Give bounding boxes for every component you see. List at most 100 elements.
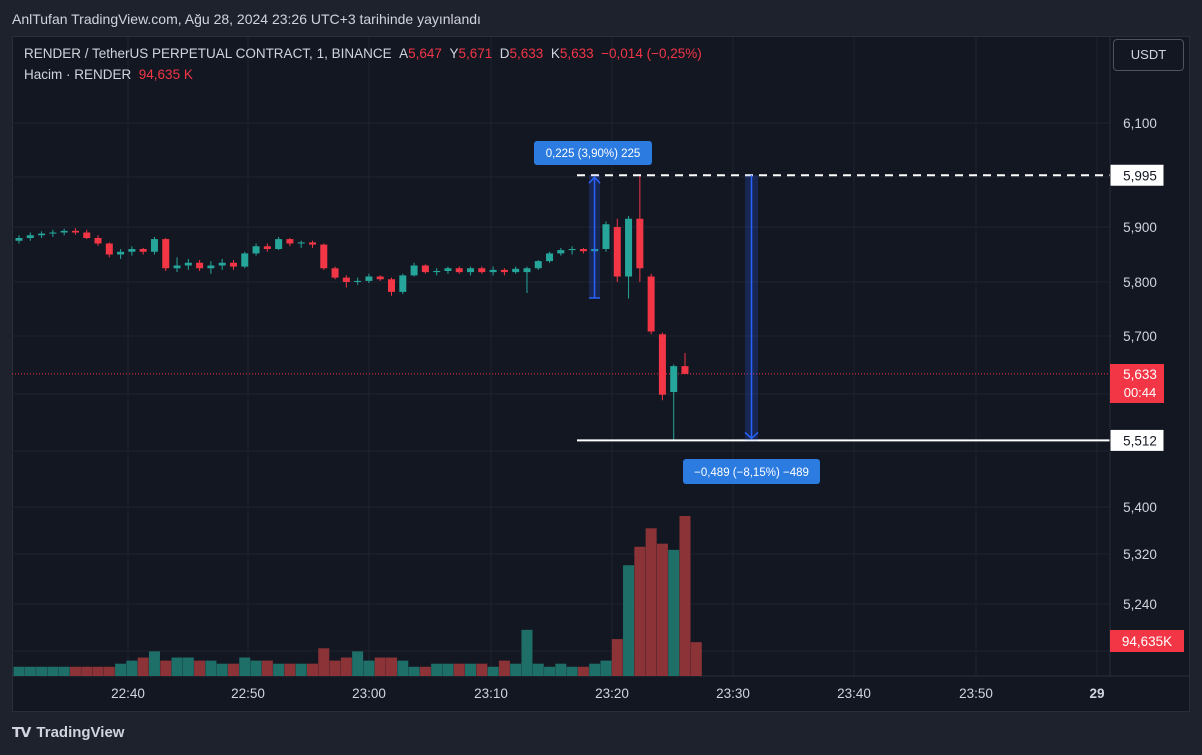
candle-body xyxy=(681,366,689,374)
price-tick-label: 5,400 xyxy=(1123,500,1157,515)
volume-badge xyxy=(1110,630,1184,652)
low-label: D xyxy=(499,46,510,61)
volume-bar xyxy=(623,565,635,676)
candle-body xyxy=(308,242,316,245)
candle-body xyxy=(613,227,621,277)
volume-bar xyxy=(36,666,48,676)
price-tick-label: 5,800 xyxy=(1123,275,1157,290)
change-value: −0,014 (−0,25%) xyxy=(601,46,702,61)
volume-bar xyxy=(352,651,364,676)
candle-body xyxy=(455,268,463,273)
countdown-label: 00:44 xyxy=(1124,385,1157,400)
volume-bar xyxy=(261,660,273,676)
candle-body xyxy=(128,249,136,252)
volume-bar xyxy=(589,663,601,676)
volume-bar xyxy=(611,639,623,676)
volume-bar xyxy=(476,663,488,676)
price-tick-label: 5,240 xyxy=(1123,597,1157,612)
candle-body xyxy=(196,262,204,269)
volume-bar xyxy=(510,663,522,676)
candle-body xyxy=(263,246,271,249)
volume-bar xyxy=(227,663,239,676)
volume-label: Hacim · RENDER xyxy=(24,67,132,82)
volume-bar xyxy=(273,663,285,676)
candle-body xyxy=(670,366,678,392)
time-tick-label: 23:20 xyxy=(595,686,629,701)
time-tick-label: 23:10 xyxy=(474,686,508,701)
volume-bar xyxy=(148,651,160,676)
open-value: 5,647 xyxy=(408,46,442,61)
candle-body xyxy=(150,239,158,252)
volume-bar xyxy=(544,666,556,676)
volume-bar xyxy=(250,660,262,676)
candle-body xyxy=(467,268,475,273)
candle-body xyxy=(218,262,226,266)
volume-bar xyxy=(340,657,352,676)
candle-body xyxy=(647,276,655,332)
volume-bar xyxy=(634,546,646,676)
candle-body xyxy=(229,262,237,267)
candle-body xyxy=(399,275,407,292)
candle-body xyxy=(568,249,576,251)
volume-bar xyxy=(171,657,183,676)
volume-bar xyxy=(363,660,375,676)
close-value: 5,633 xyxy=(559,46,594,61)
measure-up-label-bg xyxy=(534,141,652,165)
volume-bar xyxy=(13,666,25,676)
volume-bar xyxy=(465,663,477,676)
volume-bar xyxy=(216,663,228,676)
candle-body xyxy=(512,268,520,273)
low-value: 5,633 xyxy=(509,46,544,61)
open-label: A xyxy=(399,46,409,61)
candle-body xyxy=(557,250,565,254)
volume-bar xyxy=(284,663,296,676)
volume-legend[interactable]: Hacim · RENDER 94,635 K xyxy=(24,67,193,82)
time-tick-label: 23:40 xyxy=(837,686,871,701)
volume-bar xyxy=(532,663,544,676)
volume-bar xyxy=(115,663,127,676)
volume-bar xyxy=(690,642,702,676)
volume-bar xyxy=(555,663,567,676)
candle-body xyxy=(94,238,102,244)
time-tick-label: 23:00 xyxy=(352,686,386,701)
candle-body xyxy=(331,268,339,278)
candle-body xyxy=(297,242,305,244)
candle-body xyxy=(478,268,486,273)
candle-body xyxy=(625,218,633,277)
measure-down-label: −0,489 (−8,15%) −489 xyxy=(694,467,809,479)
candle-body xyxy=(636,218,644,269)
candle-body xyxy=(365,276,373,281)
candle-body xyxy=(320,244,328,269)
candle-body xyxy=(38,233,46,236)
candle-body xyxy=(83,232,91,238)
price-tick-label: 6,100 xyxy=(1123,116,1157,131)
top-bar: AnlTufan TradingView.com, Ağu 28, 2024 2… xyxy=(0,0,1202,36)
candle-body xyxy=(117,251,125,255)
level-high-badge xyxy=(1109,163,1165,187)
candle-body xyxy=(433,271,441,273)
symbol-name[interactable]: RENDER / TetherUS PERPETUAL CONTRACT, 1,… xyxy=(24,46,392,61)
candle-body xyxy=(26,235,34,238)
candle-body xyxy=(421,265,429,273)
volume-bar xyxy=(329,660,341,676)
volume-bar xyxy=(295,663,307,676)
volume-bar xyxy=(600,660,612,676)
time-tick-label: 22:40 xyxy=(111,686,145,701)
volume-bar xyxy=(656,543,668,676)
last-price-badge xyxy=(1110,364,1164,403)
candle-body xyxy=(105,243,113,255)
time-tick-label: 23:30 xyxy=(716,686,750,701)
volume-bar xyxy=(408,666,420,676)
high-value: 5,671 xyxy=(458,46,493,61)
candle-body xyxy=(602,224,610,249)
brand-name: TradingView xyxy=(36,724,125,741)
measure-down-arrowhead xyxy=(744,431,759,440)
candle-body xyxy=(523,268,531,273)
volume-bar xyxy=(306,663,318,676)
tradingview-brand[interactable]: 𝗧𝗩 TradingView xyxy=(12,724,124,741)
candle-body xyxy=(162,239,170,269)
currency-button[interactable]: USDT xyxy=(1113,39,1184,71)
symbol-legend[interactable]: RENDER / TetherUS PERPETUAL CONTRACT, 1,… xyxy=(24,46,702,61)
publish-info: AnlTufan TradingView.com, Ağu 28, 2024 2… xyxy=(12,11,481,27)
